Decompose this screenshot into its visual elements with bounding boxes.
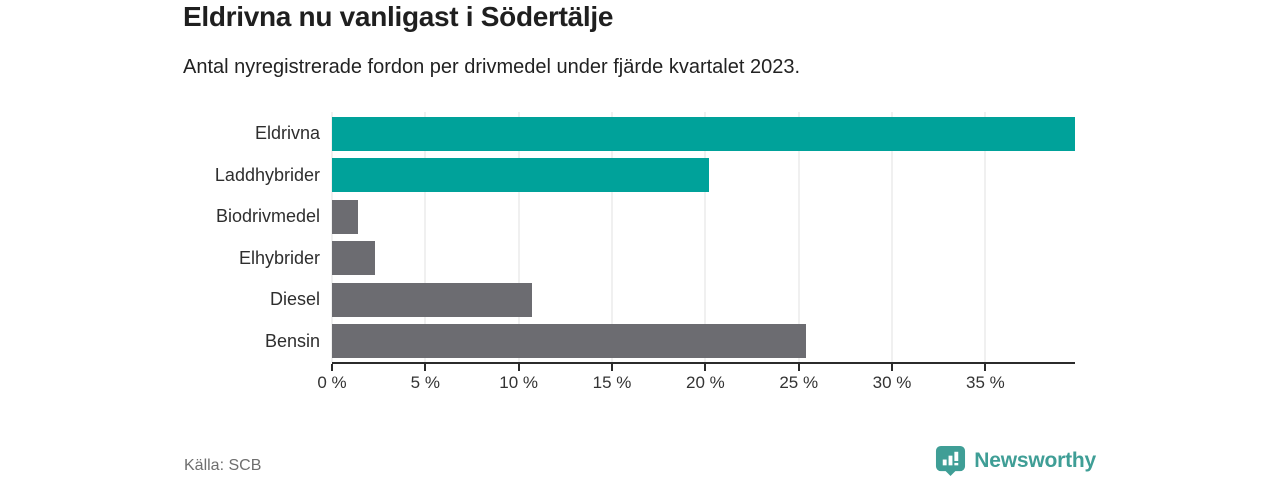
axis-tick-label: 10 %	[499, 373, 539, 392]
bar-row	[332, 155, 1075, 197]
axis-tick	[517, 364, 520, 371]
axis-tick-label: 5 %	[410, 373, 440, 392]
axis-tick-label: 30 %	[872, 373, 912, 392]
gridline	[611, 112, 613, 362]
chart-subtitle: Antal nyregistrerade fordon per drivmede…	[183, 56, 801, 78]
category-label-bensin: Bensin	[264, 330, 320, 351]
bar-chart-speech-bubble-icon	[935, 445, 966, 476]
gridline	[518, 112, 520, 362]
bar-row	[332, 238, 1075, 280]
axis-tick	[331, 364, 333, 371]
axis-tick	[984, 364, 987, 371]
axis-tick	[797, 364, 800, 371]
gridline	[704, 112, 706, 362]
gridline	[331, 112, 333, 362]
bar-row	[332, 113, 1075, 155]
gridline	[891, 112, 893, 362]
bar-rows	[332, 113, 1075, 362]
axis-tick-label: 25 %	[779, 373, 819, 392]
bar-eldrivna	[332, 116, 1075, 151]
chart-title: Eldrivna nu vanligast i Södertälje	[183, 1, 614, 32]
category-axis-labels: Eldrivna Laddhybrider Biodrivmedel Elhybrid…	[0, 113, 320, 362]
bar-row	[332, 279, 1075, 321]
axis-tick	[611, 364, 614, 371]
axis-tick-label: 35 %	[966, 373, 1005, 392]
axis-tick	[424, 364, 427, 371]
bar-row	[332, 321, 1075, 363]
bar-laddhybrider	[332, 158, 710, 193]
axis-tick	[704, 364, 707, 371]
axis-tick	[891, 364, 894, 371]
category-label-diesel: Diesel	[269, 289, 320, 310]
newsworthy-logo-text: Newsworthy	[974, 448, 1096, 472]
axis-tick-label: 15 %	[592, 373, 632, 392]
source-note: Källa: SCB	[184, 457, 262, 474]
gridline	[424, 112, 426, 362]
axis-tick-label: 20 %	[685, 373, 725, 392]
category-label-biodrivmedel: Biodrivmedel	[215, 206, 320, 227]
gridline	[984, 112, 986, 362]
category-label-eldrivna: Eldrivna	[254, 123, 320, 144]
newsworthy-logo: Newsworthy	[935, 445, 1096, 476]
x-axis-ticks	[331, 364, 1075, 371]
category-label-elhybrider: Elhybrider	[238, 247, 320, 268]
bar-row	[332, 196, 1075, 238]
x-axis-tick-labels: 0 % 5 % 10 % 15 % 20 % 25 % 30 % 35 %	[317, 373, 1075, 395]
bar-diesel	[332, 282, 532, 317]
bar-biodrivmedel	[332, 199, 359, 234]
bar-elhybrider	[332, 241, 375, 276]
gridline	[798, 112, 800, 362]
bar-bensin	[332, 324, 807, 359]
axis-tick-label: 0 %	[317, 373, 347, 392]
category-label-laddhybrider: Laddhybrider	[214, 164, 320, 185]
plot-area	[331, 112, 1075, 364]
